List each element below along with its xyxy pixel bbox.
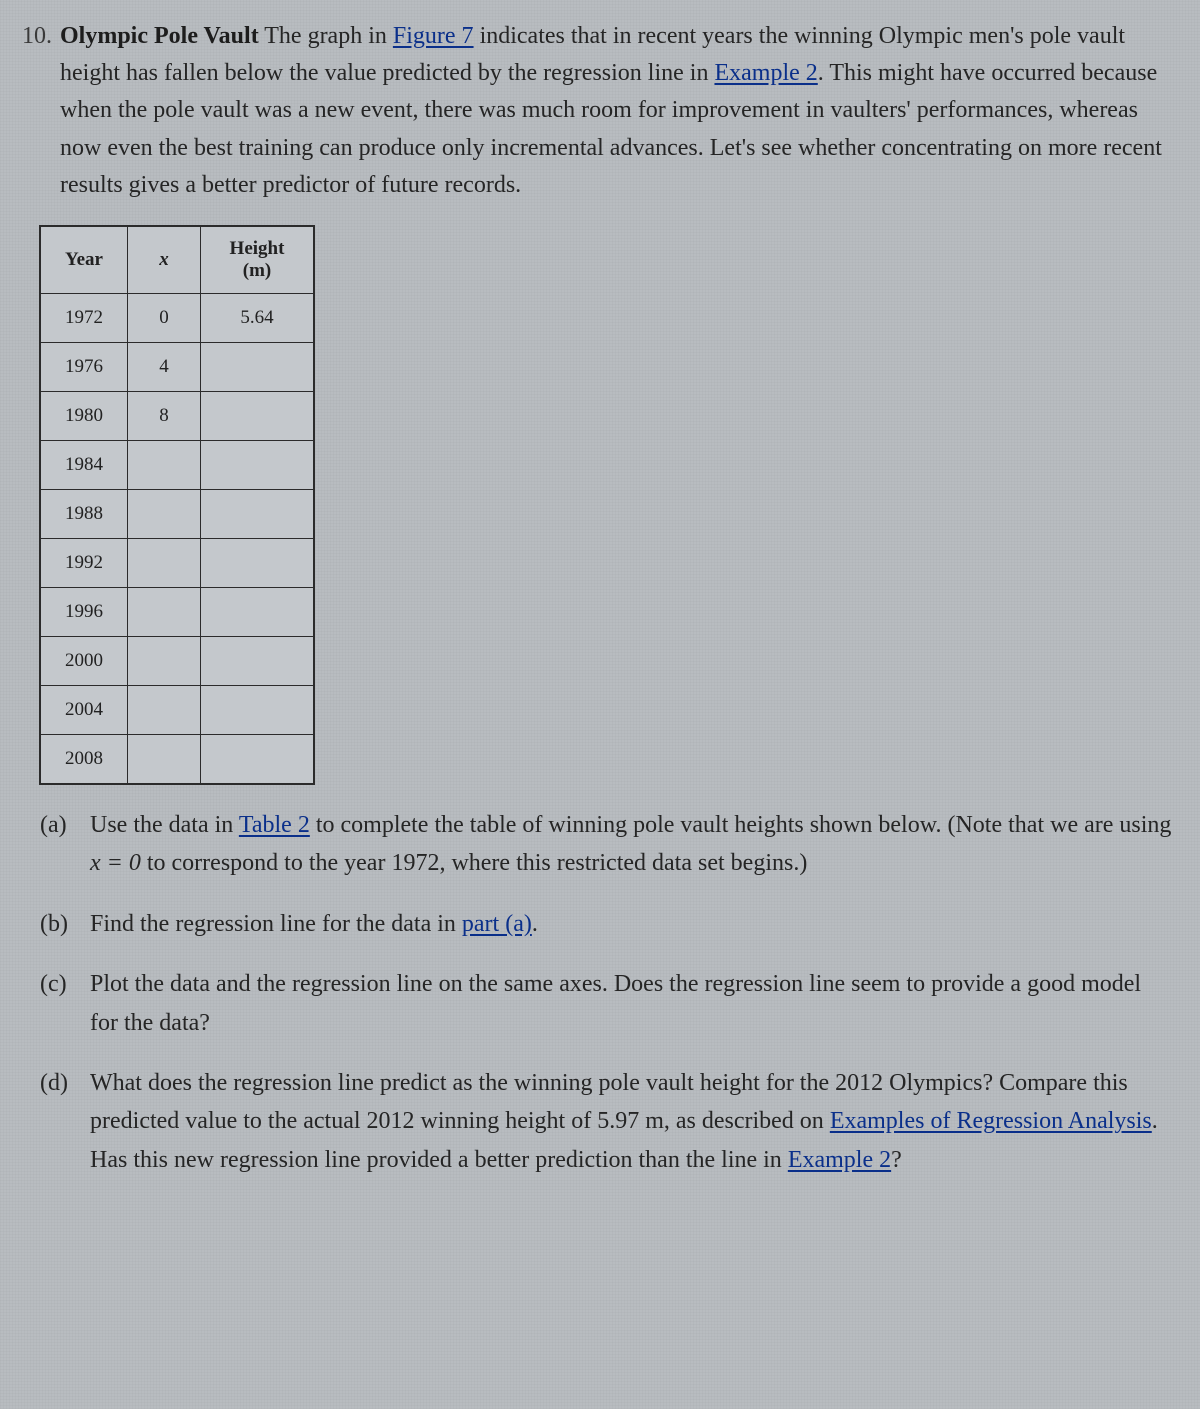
part-label: (b)	[40, 905, 76, 943]
cell-height	[201, 538, 314, 587]
cell-year: 2008	[41, 734, 128, 783]
cell-year: 1988	[41, 489, 128, 538]
part-b-text: Find the regression line for the data in…	[90, 905, 538, 943]
cell-x	[128, 587, 201, 636]
part-d-text: What does the regression line predict as…	[90, 1064, 1172, 1179]
cell-year: 1996	[41, 587, 128, 636]
sub-parts: (a) Use the data in Table 2 to complete …	[40, 806, 1172, 1179]
problem-body: Olympic Pole Vault The graph in Figure 7…	[60, 18, 1172, 204]
table-row: 2000	[41, 636, 314, 685]
page: 10. Olympic Pole Vault The graph in Figu…	[0, 0, 1200, 1409]
link-examples-regression[interactable]: Examples of Regression Analysis	[830, 1108, 1152, 1134]
link-example-2-again[interactable]: Example 2	[788, 1147, 891, 1173]
table-header-row: Year x Height (m)	[41, 226, 314, 293]
cell-x: 4	[128, 342, 201, 391]
cell-height	[201, 440, 314, 489]
cell-x	[128, 685, 201, 734]
cell-x	[128, 440, 201, 489]
cell-x	[128, 538, 201, 587]
table-row: 1972 0 5.64	[41, 293, 314, 342]
cell-height	[201, 734, 314, 783]
link-table-2[interactable]: Table 2	[239, 812, 310, 838]
cell-year: 2004	[41, 685, 128, 734]
table-row: 1988	[41, 489, 314, 538]
cell-year: 1976	[41, 342, 128, 391]
cell-x: 0	[128, 293, 201, 342]
part-label: (d)	[40, 1064, 76, 1179]
part-label: (a)	[40, 806, 76, 883]
part-d: (d) What does the regression line predic…	[40, 1064, 1172, 1179]
table-row: 1996	[41, 587, 314, 636]
cell-height	[201, 489, 314, 538]
table-row: 2008	[41, 734, 314, 783]
intro-text-1: The graph in	[259, 23, 393, 49]
part-a-text: Use the data in Table 2 to complete the …	[90, 806, 1172, 883]
cell-height	[201, 636, 314, 685]
cell-height	[201, 685, 314, 734]
col-header-height: Height (m)	[201, 226, 314, 293]
cell-year: 1984	[41, 440, 128, 489]
cell-x: 8	[128, 391, 201, 440]
link-example-2[interactable]: Example 2	[714, 60, 817, 86]
cell-height	[201, 342, 314, 391]
col-header-year: Year	[41, 226, 128, 293]
cell-x	[128, 636, 201, 685]
part-label: (c)	[40, 965, 76, 1042]
table-row: 1980 8	[41, 391, 314, 440]
problem-statement: 10. Olympic Pole Vault The graph in Figu…	[8, 18, 1172, 204]
cell-year: 2000	[41, 636, 128, 685]
cell-height	[201, 587, 314, 636]
cell-x	[128, 489, 201, 538]
cell-height: 5.64	[201, 293, 314, 342]
data-table: Year x Height (m) 1972 0 5.64 1976 4 198…	[40, 226, 314, 784]
part-c: (c) Plot the data and the regression lin…	[40, 965, 1172, 1042]
part-a: (a) Use the data in Table 2 to complete …	[40, 806, 1172, 883]
cell-year: 1992	[41, 538, 128, 587]
cell-year: 1972	[41, 293, 128, 342]
table-row: 1992	[41, 538, 314, 587]
cell-year: 1980	[41, 391, 128, 440]
cell-x	[128, 734, 201, 783]
table-row: 2004	[41, 685, 314, 734]
table-row: 1976 4	[41, 342, 314, 391]
link-part-a[interactable]: part (a)	[462, 911, 532, 937]
part-c-text: Plot the data and the regression line on…	[90, 965, 1172, 1042]
link-figure-7[interactable]: Figure 7	[393, 23, 474, 49]
cell-height	[201, 391, 314, 440]
col-header-x: x	[128, 226, 201, 293]
table-row: 1984	[41, 440, 314, 489]
problem-title: Olympic Pole Vault	[60, 23, 259, 49]
problem-number: 10.	[8, 18, 52, 55]
math-x-equals-0: x = 0	[90, 850, 141, 876]
part-b: (b) Find the regression line for the dat…	[40, 905, 1172, 943]
